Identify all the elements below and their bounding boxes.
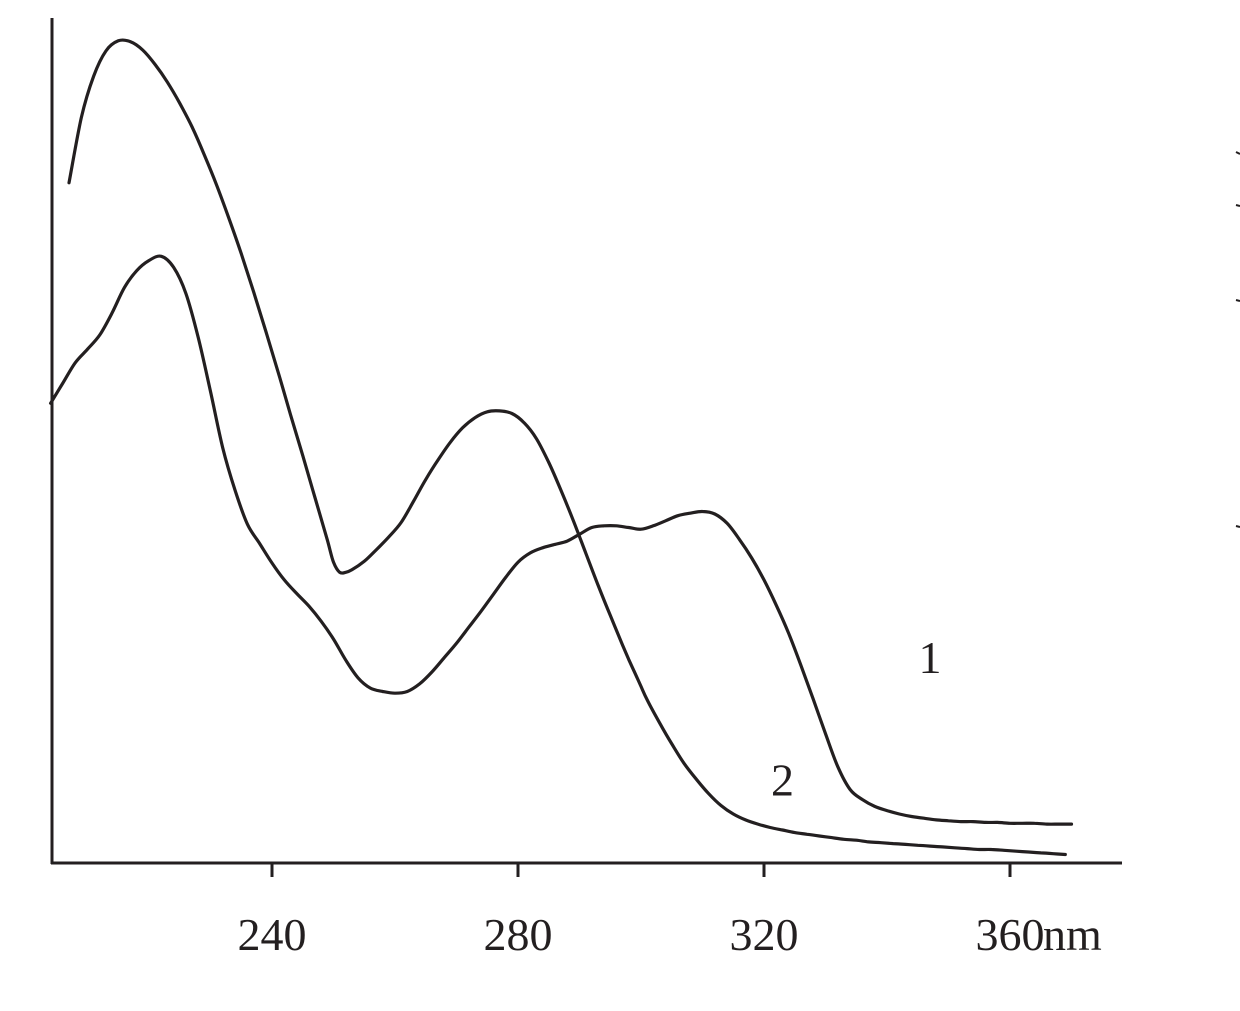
labels-group: 12: [771, 632, 942, 806]
x-tick-label-360: 360: [976, 909, 1045, 960]
edge-mark: [1235, 525, 1240, 528]
series-label-2: 2: [771, 754, 794, 805]
series-group: [49, 38, 1074, 857]
x-unit-label: nm: [1043, 909, 1102, 960]
series-line-2: [49, 254, 1074, 826]
x-tick-label-320: 320: [730, 909, 799, 960]
x-tick-label-240: 240: [238, 909, 307, 960]
edge-mark: [1235, 151, 1240, 155]
edge-mark: [1235, 299, 1240, 302]
series-line-1: [67, 38, 1067, 857]
x-tick-label-280: 280: [484, 909, 553, 960]
series-label-1: 1: [919, 632, 942, 683]
edge-mark: [1235, 204, 1240, 207]
